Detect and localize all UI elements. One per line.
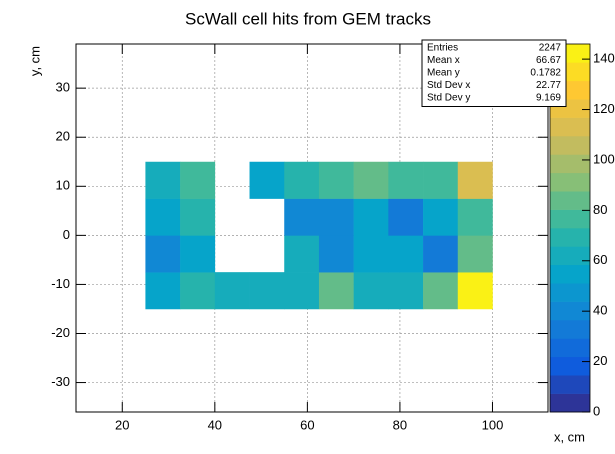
stats-value: 2247 xyxy=(539,43,562,54)
heatmap-cell xyxy=(249,161,285,199)
heatmap-cell xyxy=(284,161,320,199)
y-tick-label: -20 xyxy=(51,325,70,340)
heatmap-cell xyxy=(318,235,354,273)
x-tick-label: 20 xyxy=(115,417,129,432)
x-tick-label: 100 xyxy=(482,417,504,432)
colorbar-band xyxy=(550,228,590,247)
heatmap-cell xyxy=(145,272,181,310)
y-tick-label: -30 xyxy=(51,374,70,389)
heatmap-cell xyxy=(457,161,493,199)
colorbar-band xyxy=(550,246,590,266)
stats-label: Std Dev x xyxy=(427,80,470,91)
heatmap-cell xyxy=(388,161,424,199)
heatmap-cell xyxy=(180,235,216,273)
heatmap-cell xyxy=(180,198,216,236)
heatmap-cell xyxy=(284,235,320,273)
y-axis-label: y, cm xyxy=(27,46,42,76)
heatmap-cell xyxy=(145,161,181,199)
stats-label: Entries xyxy=(427,43,458,54)
colorbar-band xyxy=(550,393,590,413)
heatmap-cell xyxy=(353,272,389,310)
y-tick-label: 0 xyxy=(63,227,70,242)
y-tick-label: 20 xyxy=(56,129,70,144)
heatmap-cell xyxy=(284,272,320,310)
colorbar-band xyxy=(550,375,590,394)
colorbar-tick-label: 40 xyxy=(593,303,607,318)
y-tick-label: 10 xyxy=(56,178,70,193)
heatmap-cell xyxy=(353,198,389,236)
colorbar-band xyxy=(550,320,590,339)
colorbar-tick-label: 80 xyxy=(593,202,607,217)
colorbar-band xyxy=(550,136,590,155)
heatmap-cell xyxy=(353,235,389,273)
colorbar-tick-label: 100 xyxy=(593,151,615,166)
stats-value: 66.67 xyxy=(536,55,561,66)
heatmap-cell xyxy=(423,272,459,310)
heatmap-cell xyxy=(284,198,320,236)
heatmap-cell xyxy=(423,198,459,236)
x-tick-label: 60 xyxy=(300,417,314,432)
heatmap-cell xyxy=(423,235,459,273)
heatmap-cell xyxy=(353,161,389,199)
heatmap-cell xyxy=(388,272,424,310)
stats-value: 9.169 xyxy=(536,93,561,104)
x-axis-label: x, cm xyxy=(554,429,585,444)
colorbar-band xyxy=(550,301,590,321)
y-tick-label: -10 xyxy=(51,276,70,291)
colorbar-tick-label: 120 xyxy=(593,101,615,116)
heatmap-cell xyxy=(180,272,216,310)
heatmap-cell xyxy=(180,161,216,199)
heatmap-cell xyxy=(388,235,424,273)
heatmap-cell xyxy=(457,272,493,310)
colorbar-band xyxy=(550,356,590,376)
stats-value: 0.1782 xyxy=(530,68,561,79)
heatmap-cell xyxy=(318,161,354,199)
heatmap-cell xyxy=(457,235,493,273)
heatmap-cell xyxy=(145,235,181,273)
x-tick-label: 40 xyxy=(208,417,222,432)
plot-frame xyxy=(75,43,549,413)
colorbar-tick-label: 140 xyxy=(593,51,615,66)
colorbar-band xyxy=(550,191,590,210)
heatmap-cell xyxy=(457,198,493,236)
colorbar-band xyxy=(550,172,590,192)
stats-label: Mean x xyxy=(427,55,460,66)
x-tick-label: 80 xyxy=(393,417,407,432)
heatmap-cell xyxy=(388,198,424,236)
colorbar-tick-label: 60 xyxy=(593,252,607,267)
heatmap-cell xyxy=(214,272,250,310)
colorbar-band xyxy=(550,264,590,284)
stats-box xyxy=(421,39,567,107)
colorbar-band xyxy=(550,117,590,137)
colorbar-tick-label: 20 xyxy=(593,353,607,368)
colorbar-band xyxy=(550,338,590,358)
stats-value: 22.77 xyxy=(536,80,561,91)
colorbar-frame xyxy=(549,43,591,413)
colorbar-band xyxy=(550,283,590,302)
heatmap-cell xyxy=(249,272,285,310)
colorbar-band xyxy=(550,209,590,229)
y-tick-label: 30 xyxy=(56,80,70,95)
chart-title: ScWall cell hits from GEM tracks xyxy=(185,9,431,28)
stats-label: Mean y xyxy=(427,68,460,79)
heatmap-cell xyxy=(318,198,354,236)
stats-label: Std Dev y xyxy=(427,93,470,104)
heatmap-cell xyxy=(318,272,354,310)
heatmap-cell xyxy=(423,161,459,199)
heatmap-cell xyxy=(145,198,181,236)
colorbar-band xyxy=(550,154,590,174)
colorbar-tick-label: 0 xyxy=(593,403,600,418)
